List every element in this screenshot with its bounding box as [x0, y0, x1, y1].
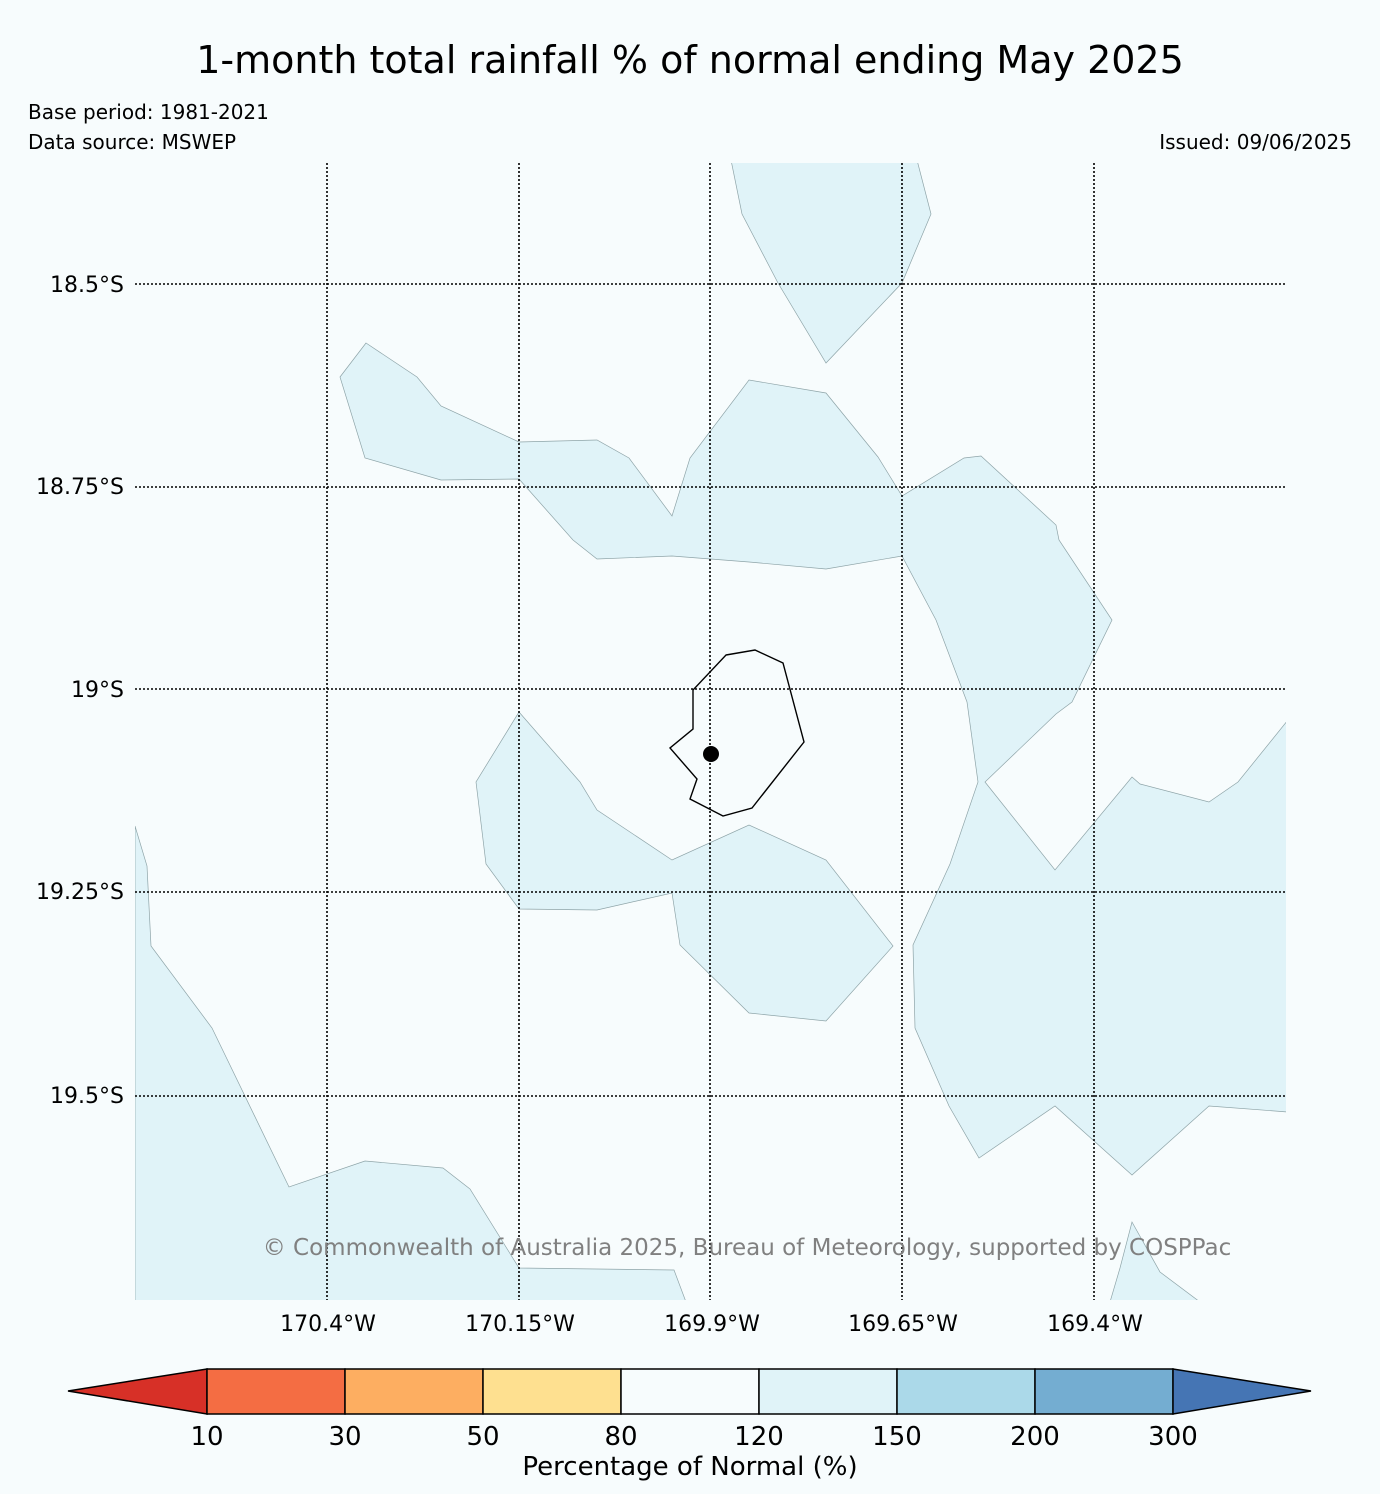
colorbar-tick-120: 120: [734, 1422, 784, 1452]
colorbar-segment-120-150: [758, 1368, 898, 1415]
rainfall-region-south-central: [475, 711, 894, 1022]
lon-label-169-9: 169.9°W: [664, 1312, 760, 1337]
colorbar-tick-200: 200: [1010, 1422, 1060, 1452]
colorbar: [67, 1368, 1312, 1415]
colorbar-segment-10-30: [206, 1368, 346, 1415]
colorbar-tick-80: 80: [604, 1422, 637, 1452]
copyright-notice: © Commonwealth of Australia 2025, Bureau…: [263, 1235, 1232, 1261]
lat-label-18-5: 18.5°S: [50, 273, 124, 298]
rainfall-region-southeast-small: [1110, 1221, 1198, 1300]
colorbar-tick-300: 300: [1148, 1422, 1198, 1452]
colorbar-segment-50-80: [482, 1368, 622, 1415]
colorbar-title: Percentage of Normal (%): [522, 1452, 857, 1482]
chart-title: 1-month total rainfall % of normal endin…: [196, 38, 1184, 82]
rainfall-region-top: [731, 163, 932, 364]
colorbar-segment-150-200: [896, 1368, 1036, 1415]
gridlines: [135, 163, 1286, 1300]
island-outline: [669, 649, 805, 817]
lat-label-19-25: 19.25°S: [36, 880, 124, 905]
colorbar-tick-10: 10: [190, 1422, 223, 1452]
base-period: Base period: 1981-2021: [28, 100, 269, 124]
lat-label-19-5: 19.5°S: [50, 1084, 124, 1109]
colorbar-segment-30-50: [344, 1368, 484, 1415]
rainfall-region-north-band: [339, 342, 1286, 1176]
lon-label-169-4: 169.4°W: [1047, 1312, 1143, 1337]
lon-label-169-65: 169.65°W: [848, 1312, 958, 1337]
station-marker-icon: [703, 746, 719, 762]
colorbar-segment-200-300: [1034, 1368, 1174, 1415]
lon-label-170-15: 170.15°W: [465, 1312, 575, 1337]
colorbar-segment-80-120: [620, 1368, 760, 1415]
colorbar-segment-above-300: [1172, 1368, 1312, 1415]
issued-date: Issued: 09/06/2025: [1159, 130, 1352, 154]
colorbar-tick-150: 150: [872, 1422, 922, 1452]
colorbar-tick-30: 30: [328, 1422, 361, 1452]
lat-label-19: 19°S: [71, 678, 124, 703]
colorbar-tick-50: 50: [466, 1422, 499, 1452]
rainfall-region-southwest: [135, 825, 686, 1300]
data-source: Data source: MSWEP: [28, 130, 237, 154]
lat-label-18-75: 18.75°S: [36, 475, 124, 500]
colorbar-segment-below-10: [67, 1368, 208, 1415]
lon-label-170-4: 170.4°W: [280, 1312, 376, 1337]
